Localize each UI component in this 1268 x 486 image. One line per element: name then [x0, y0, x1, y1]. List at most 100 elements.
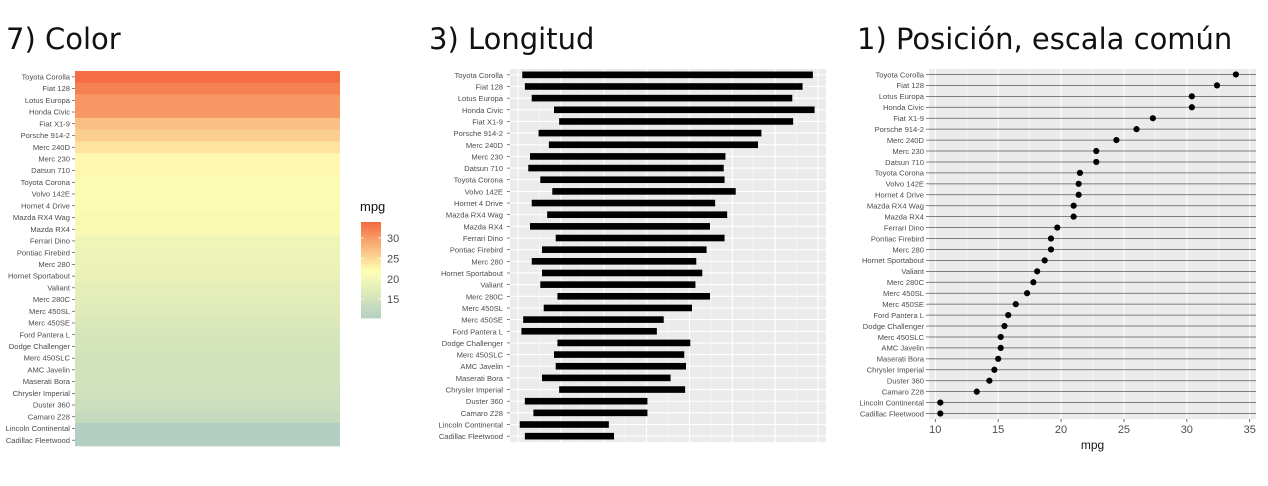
length-row-label: Porsche 914-2	[454, 129, 503, 138]
legend-gradient-step	[361, 238, 381, 241]
length-bar	[522, 71, 813, 79]
legend-gradient-step	[361, 312, 381, 315]
heatmap-row-label: Cadillac Fleetwood	[6, 436, 70, 445]
heatmap-cell	[75, 94, 340, 107]
heatmap-cell	[75, 352, 340, 365]
length-row-label: Merc 450SE	[461, 316, 503, 325]
position-point	[1075, 180, 1082, 187]
position-row-label: Merc 450SE	[882, 300, 924, 309]
heatmap-cell	[75, 364, 340, 377]
length-bar	[521, 327, 657, 335]
heatmap-row-label: Ferrari Dino	[30, 237, 70, 246]
length-panel: Toyota Corolla Fiat 128 Lotus Europa Honda …	[438, 69, 826, 442]
heatmap-row-label: Duster 360	[33, 401, 70, 410]
legend-gradient-step	[361, 286, 381, 289]
heatmap-cell	[75, 270, 340, 283]
legend-gradient-step	[361, 272, 381, 275]
position-row-label: Chrysler Imperial	[867, 366, 925, 375]
legend-gradient-step	[361, 304, 381, 307]
length-bar	[540, 281, 696, 288]
legend-gradient-step	[361, 252, 381, 255]
position-row-label: Maserati Bora	[877, 355, 925, 364]
length-bar	[542, 269, 703, 277]
heatmap-cell	[75, 340, 340, 353]
position-point	[1024, 290, 1031, 297]
length-row-label: Toyota Corolla	[454, 71, 503, 80]
length-row-label: Fiat 128	[476, 82, 503, 91]
heatmap-cell	[75, 434, 340, 447]
position-x-tick-label: 25	[1118, 424, 1130, 436]
length-bar	[552, 188, 736, 195]
length-row-label: Ferrari Dino	[463, 234, 503, 243]
heatmap-row-label: Porsche 914-2	[21, 131, 70, 140]
position-row-label: Pontiac Firebird	[871, 234, 924, 243]
position-point	[1070, 213, 1077, 220]
heatmap-row-label: Merc 450SLC	[24, 354, 71, 363]
position-row-label: Porsche 914-2	[875, 125, 924, 134]
heatmap-cell	[75, 199, 340, 212]
heatmap-row-label: Lotus Europa	[25, 96, 71, 105]
length-bar	[554, 106, 815, 114]
heatmap-row-label: Merc 450SE	[28, 319, 70, 328]
legend-gradient-step	[361, 266, 381, 269]
legend-gradient-step	[361, 292, 381, 295]
legend-gradient-step	[361, 260, 381, 263]
position-point	[1012, 301, 1019, 308]
legend-gradient-step	[361, 224, 381, 227]
position-point	[937, 410, 944, 417]
legend-tick-label: 30	[387, 233, 399, 245]
length-bar	[542, 246, 707, 253]
position-point	[1188, 104, 1195, 111]
position-row-label: Fiat 128	[897, 81, 924, 90]
length-row-label: Duster 360	[466, 397, 503, 406]
length-row-label: Merc 240D	[466, 141, 504, 150]
length-bar	[559, 118, 794, 125]
length-bar	[540, 176, 725, 184]
position-point	[1188, 93, 1195, 100]
legend-gradient-step	[361, 294, 381, 297]
chart-title-length: 3) Longitud	[429, 22, 595, 56]
legend-gradient-step	[361, 298, 381, 301]
legend-gradient-step	[361, 230, 381, 233]
legend-gradient-step	[361, 236, 381, 239]
heatmap-row-label: Ford Pantera L	[19, 330, 70, 339]
length-row-label: Merc 450SL	[462, 304, 503, 313]
position-point	[997, 333, 1004, 341]
heatmap-cell	[75, 211, 340, 224]
position-x-tick-label: 10	[929, 424, 941, 436]
position-row-label: Fiat X1-9	[893, 114, 924, 123]
length-row-label: Mazda RX4	[463, 222, 503, 231]
length-bar	[548, 141, 758, 149]
position-row-label: Valiant	[901, 267, 925, 276]
legend-gradient-step	[361, 234, 381, 237]
length-bar	[554, 351, 685, 358]
legend-gradient-step	[361, 280, 381, 283]
length-bar	[533, 409, 648, 417]
chart-title-color: 7) Color	[6, 22, 121, 56]
length-row-label: Volvo 142E	[465, 187, 503, 196]
heatmap-row-label: AMC Javelin	[27, 365, 70, 374]
position-point	[1213, 82, 1221, 89]
length-bar	[543, 304, 692, 312]
heatmap-cell	[75, 281, 340, 294]
heatmap-row-label: Chrysler Imperial	[13, 389, 71, 398]
position-row-label: Toyota Corona	[875, 169, 925, 178]
position-point	[1232, 71, 1239, 78]
heatmap-cell	[75, 375, 340, 388]
legend-tick-label: 20	[387, 274, 399, 286]
position-row-label: AMC Javelin	[881, 344, 924, 353]
legend-gradient-step	[361, 228, 381, 231]
position-row-label: Mazda RX4	[884, 212, 924, 221]
length-bar	[559, 386, 686, 393]
position-row-label: Datsun 710	[885, 158, 924, 167]
length-bar	[555, 234, 725, 242]
legend-gradient-step	[361, 310, 381, 313]
heatmap-cell	[75, 188, 340, 201]
legend-gradient-step	[361, 288, 381, 291]
heatmap-row-label: Maserati Bora	[23, 377, 71, 386]
legend-tick-label: 15	[387, 294, 399, 306]
length-row-label: Merc 280	[471, 257, 503, 266]
heatmap-cell	[75, 223, 340, 236]
heatmap-cell	[75, 82, 340, 95]
